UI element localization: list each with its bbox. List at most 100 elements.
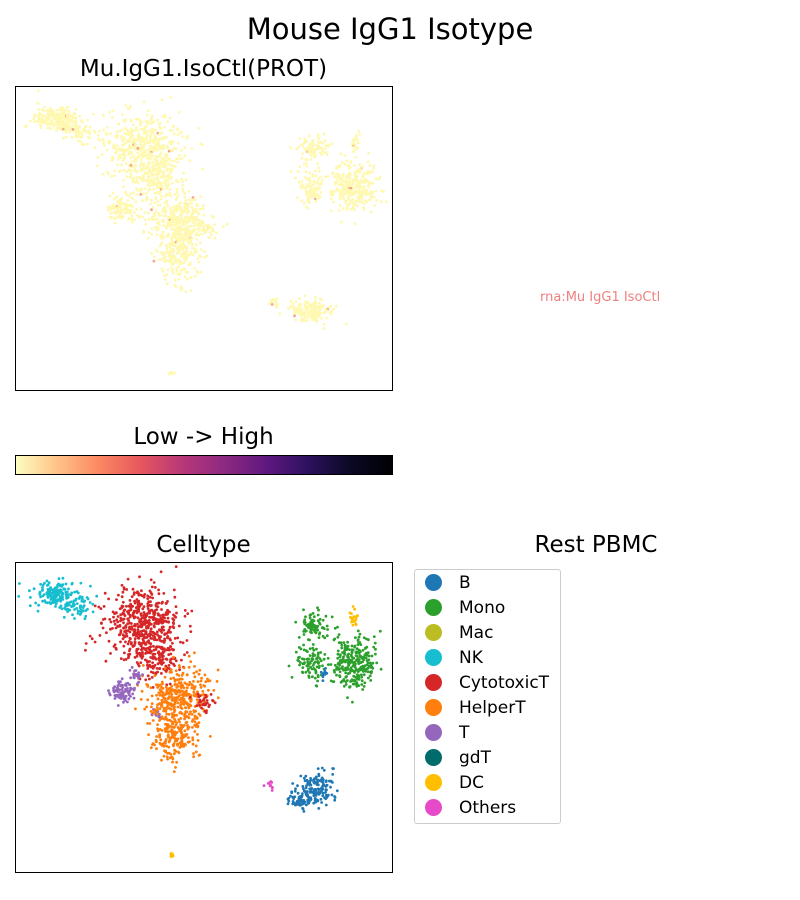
celltype-point (302, 630, 306, 633)
prot-point (162, 219, 166, 222)
legend-item: Others (425, 795, 516, 820)
celltype-point (54, 605, 57, 608)
prot-point (341, 186, 345, 189)
celltype-point (324, 667, 327, 670)
celltype-point (158, 702, 162, 705)
celltype-point (121, 590, 125, 594)
prot-point (210, 233, 214, 237)
celltype-point (123, 696, 127, 700)
prot-point (322, 327, 326, 330)
prot-point (174, 147, 178, 151)
prot-point (158, 244, 162, 248)
prot-point (167, 149, 171, 153)
prot-point (183, 205, 186, 209)
prot-point (162, 253, 166, 257)
celltype-point (205, 699, 209, 702)
celltype-point (321, 794, 325, 798)
prot-point (168, 188, 172, 191)
prot-point (141, 168, 145, 171)
prot-point (55, 114, 59, 118)
prot-point (179, 255, 183, 258)
prot-point (113, 221, 117, 225)
prot-point (320, 316, 323, 320)
prot-point (192, 221, 195, 225)
celltype-point (193, 651, 196, 655)
legend-item: NK (425, 645, 483, 670)
prot-point (314, 304, 317, 308)
prot-point (347, 196, 350, 199)
celltype-point (169, 702, 173, 705)
prot-point (317, 196, 321, 200)
prot-point (184, 290, 188, 294)
celltype-point (107, 639, 111, 643)
prot-point (163, 201, 167, 205)
celltype-point (32, 587, 36, 591)
celltype-point (193, 675, 197, 679)
celltype-point (339, 653, 342, 657)
prot-point (115, 136, 119, 140)
prot-point (324, 144, 328, 147)
prot-point (169, 194, 173, 198)
prot-point (173, 192, 177, 196)
prot-point (313, 186, 316, 190)
prot-point (120, 139, 124, 143)
celltype-point (112, 615, 115, 619)
prot-point (352, 207, 355, 210)
celltype-point (141, 652, 144, 656)
prot-point (110, 174, 114, 178)
prot-point (181, 180, 185, 183)
prot-point (162, 224, 165, 228)
prot-point (166, 204, 170, 208)
celltype-point (191, 726, 194, 729)
celltype-point (140, 589, 143, 593)
prot-point (179, 269, 183, 272)
celltype-point (116, 620, 120, 624)
celltype-point (140, 656, 144, 660)
prot-point (176, 193, 180, 196)
celltype-point (162, 641, 166, 644)
prot-point (152, 130, 155, 134)
celltype-point (168, 718, 172, 722)
celltype-point (172, 689, 176, 693)
celltype-point (342, 641, 346, 644)
celltype-point (122, 700, 125, 704)
prot-point (165, 244, 169, 248)
celltype-point (354, 616, 358, 620)
celltype-point (174, 731, 178, 735)
prot-point (202, 224, 205, 228)
prot-point (192, 215, 196, 219)
celltype-point (338, 667, 341, 671)
prot-point (317, 169, 321, 173)
prot-point (345, 159, 349, 163)
prot-point (36, 101, 40, 105)
celltype-point (164, 715, 168, 719)
prot-point (145, 130, 149, 134)
celltype-point (121, 611, 125, 615)
celltype-point (51, 597, 55, 600)
celltype-point (167, 653, 171, 656)
prot-point (37, 117, 41, 120)
legend-swatch (425, 599, 442, 616)
legend-label: Mono (459, 597, 506, 618)
prot-point (46, 109, 49, 112)
celltype-point (153, 611, 157, 615)
celltype-point (194, 725, 198, 728)
prot-point (156, 176, 159, 180)
prot-point (192, 224, 196, 228)
celltype-point (166, 730, 170, 734)
prot-point (330, 190, 334, 194)
prot-point (341, 183, 345, 187)
prot-point (124, 104, 128, 107)
celltype-point (207, 688, 210, 692)
prot-point (165, 247, 169, 250)
celltype-point (34, 601, 38, 605)
prot-point (205, 254, 209, 258)
celltype-point (41, 588, 45, 592)
celltype-point (70, 581, 74, 585)
prot-umap-svg (23, 89, 388, 376)
celltype-point (171, 743, 175, 747)
prot-point (368, 181, 372, 185)
celltype-point (301, 792, 304, 795)
celltype-point (270, 789, 274, 792)
prot-point (304, 176, 307, 180)
